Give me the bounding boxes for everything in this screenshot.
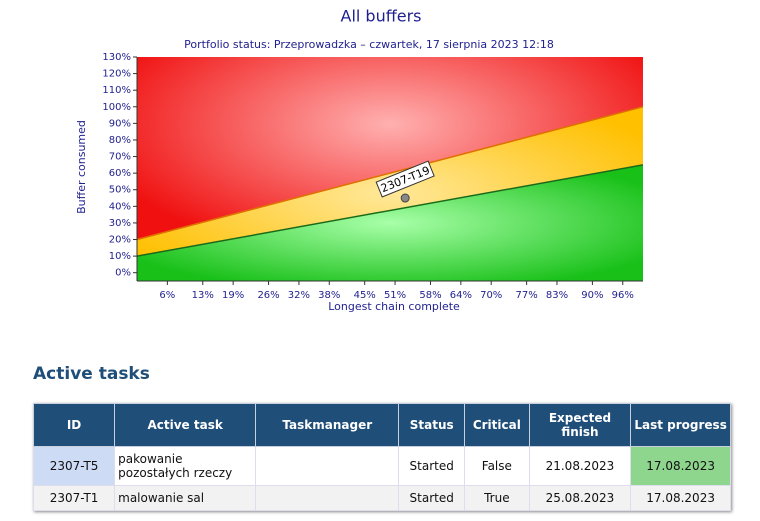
chart: All buffers Portfolio status: Przeprowad… <box>75 7 644 313</box>
x-tick-label: 19% <box>222 290 244 301</box>
y-tick-label: 80% <box>109 135 131 146</box>
table-row: 2307-T1 malowanie sal Started True 25.08.202… <box>32 485 731 511</box>
table-cell <box>255 485 400 511</box>
y-tick-label: 110% <box>102 85 131 96</box>
y-tick-label: 50% <box>109 185 131 196</box>
label-box <box>375 160 435 198</box>
y-axis-label: Buffer consumed <box>75 120 88 214</box>
table-cell: 17.08.2023 <box>630 446 731 486</box>
table-cell: 21.08.2023 <box>528 446 632 486</box>
x-tick-label: 58% <box>419 290 441 301</box>
column-header: Expected finish <box>528 403 632 447</box>
y-tick-label: 40% <box>109 201 131 212</box>
zone-boundary <box>136 106 644 241</box>
table-cell: pakowanie pozostałych rzeczy <box>114 446 257 486</box>
zone-boundary <box>136 164 644 257</box>
column-header: Critical <box>464 403 530 447</box>
task-point <box>400 193 410 203</box>
x-tick-label: 96% <box>612 290 634 301</box>
table-cell: 2307-T1 <box>32 485 116 511</box>
column-header: Active task <box>114 403 257 447</box>
tasks-table: ID Active task Taskmanager Status Critical Ex… <box>32 403 731 511</box>
x-tick-label: 26% <box>257 290 279 301</box>
table-cell: malowanie sal <box>114 485 257 511</box>
column-header: ID <box>32 403 116 447</box>
table-cell: 2307-T5 <box>32 446 116 486</box>
y-tick-label: 100% <box>102 102 131 113</box>
column-header: Status <box>398 403 465 447</box>
x-tick-label: 13% <box>192 290 214 301</box>
x-tick-label: 38% <box>318 290 340 301</box>
table-cell: 17.08.2023 <box>630 485 731 511</box>
y-tick-label: 130% <box>102 52 131 63</box>
x-tick-label: 64% <box>450 290 472 301</box>
y-tick-label: 30% <box>109 218 131 229</box>
table-cell: Started <box>398 446 465 486</box>
table-row: 2307-T5 pakowanie pozostałych rzeczy Start… <box>32 446 731 486</box>
y-tick-label: 90% <box>109 118 131 129</box>
table-cell <box>255 446 400 486</box>
column-header: Taskmanager <box>255 403 400 447</box>
column-header: Last progress <box>630 403 731 447</box>
x-tick-label: 45% <box>354 290 376 301</box>
x-tick-label: 51% <box>384 290 406 301</box>
y-tick-label: 10% <box>109 251 131 262</box>
y-tick-label: 120% <box>102 69 131 80</box>
x-tick-label: 83% <box>546 290 568 301</box>
x-axis-label: Longest chain complete <box>328 300 460 313</box>
y-tick-label: 70% <box>109 152 131 163</box>
x-tick-label: 70% <box>480 290 502 301</box>
table-cell: Started <box>398 485 465 511</box>
zone <box>137 164 643 281</box>
x-tick-label: 77% <box>516 290 538 301</box>
table-cell: True <box>464 485 530 511</box>
y-tick-label: 60% <box>109 168 131 179</box>
y-tick-label: 0% <box>115 268 131 279</box>
section-title: Active tasks <box>33 364 150 384</box>
x-tick-label: 6% <box>159 290 175 301</box>
y-tick-label: 20% <box>109 235 131 246</box>
table-cell: 25.08.2023 <box>528 485 632 511</box>
chart-title: All buffers <box>341 7 422 26</box>
x-tick-label: 32% <box>288 290 310 301</box>
table-cell: False <box>464 446 530 486</box>
chart-subtitle: Portfolio status: Przeprowadzka – czwart… <box>184 38 554 51</box>
x-tick-label: 90% <box>581 290 603 301</box>
